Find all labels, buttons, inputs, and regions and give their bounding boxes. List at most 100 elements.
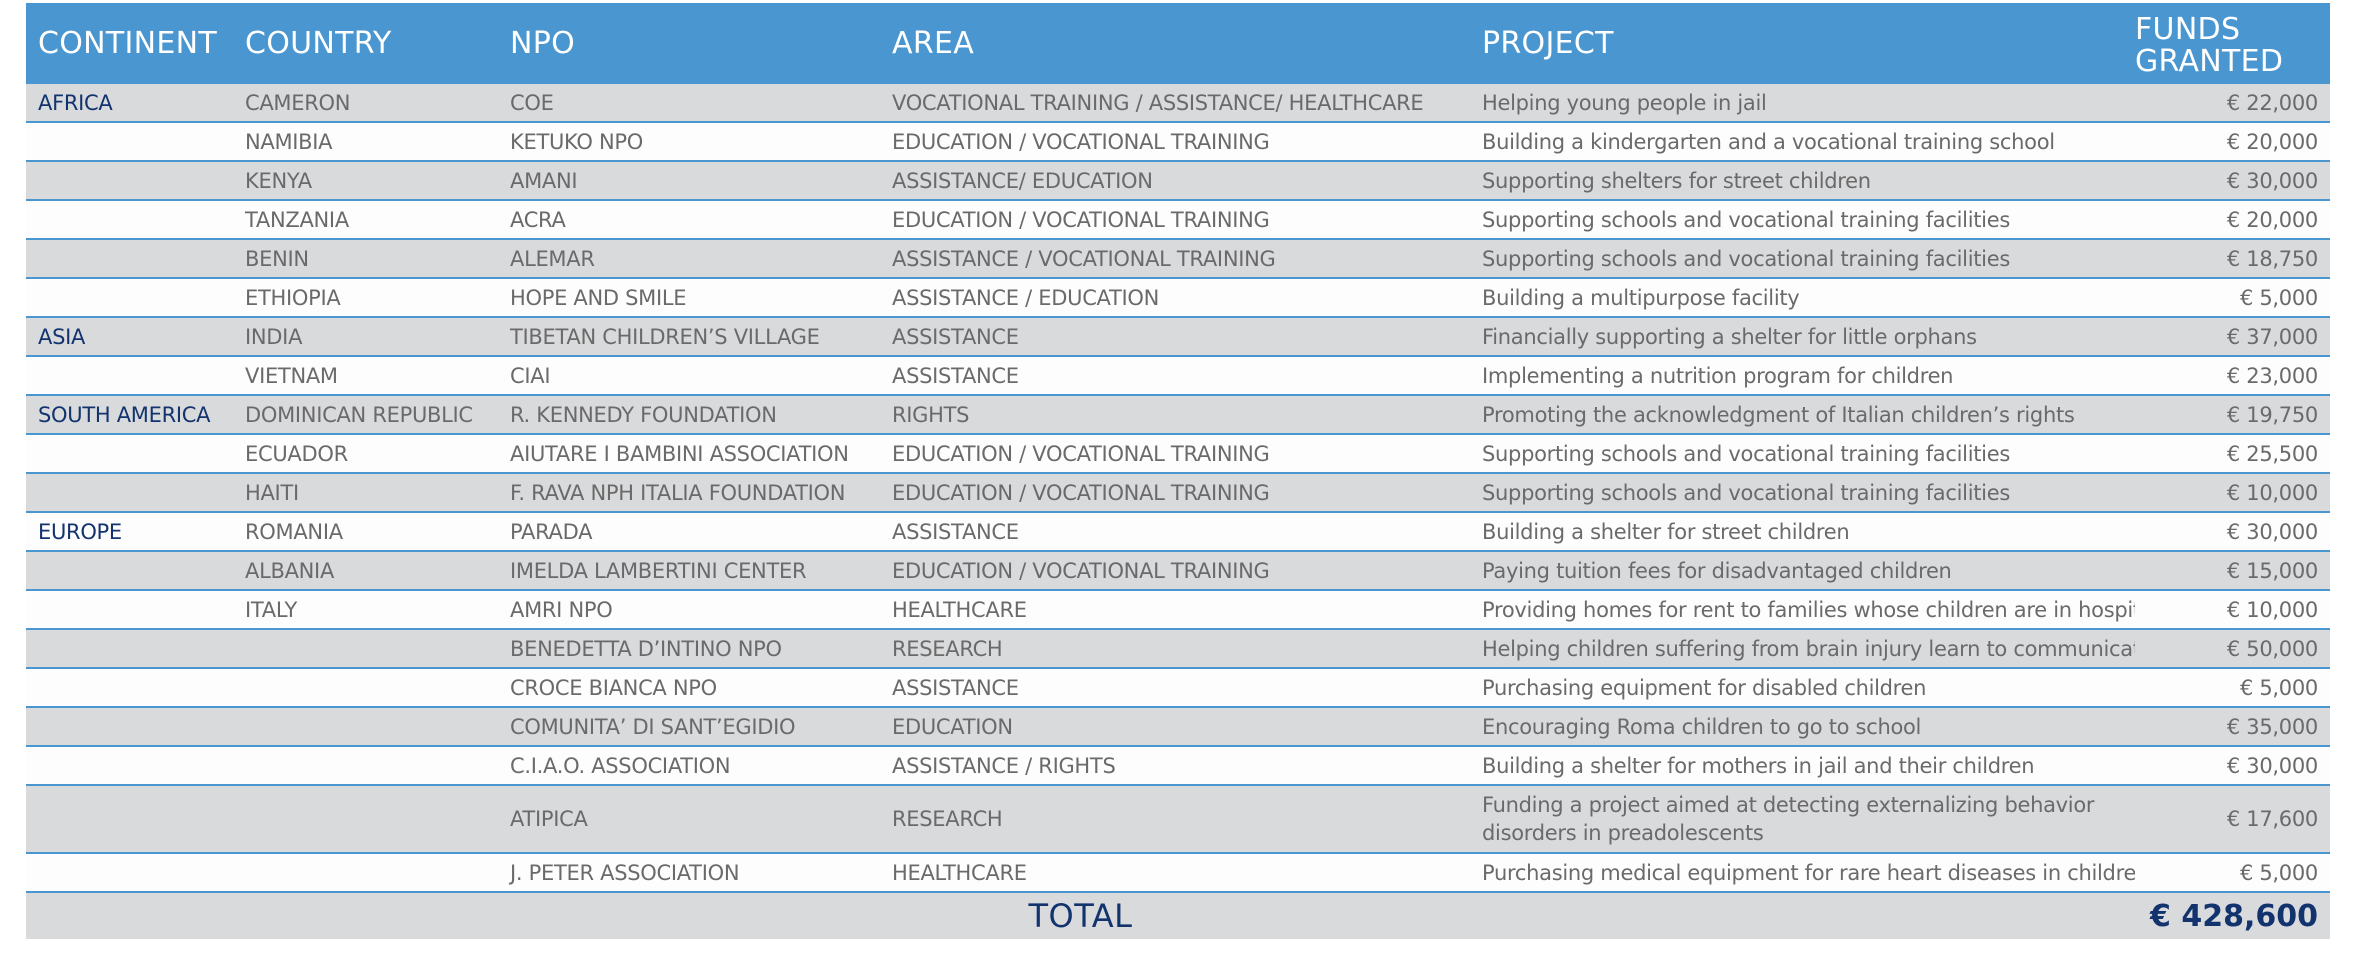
table-row: TANZANIA ACRA EDUCATION / VOCATIONAL TRAIN…: [26, 200, 2330, 240]
table-row: EUROPE ROMANIA PARADA ASSISTANCE Building a …: [26, 512, 2330, 552]
header-funds-granted: FUNDS GRANTED: [2135, 3, 2330, 84]
cell-continent: EUROPE: [26, 512, 233, 552]
cell-country: [233, 785, 498, 854]
cell-continent: [26, 122, 233, 162]
table-row: ITALY AMRI NPO HEALTHCARE Providing homes f…: [26, 590, 2330, 630]
total-label: TOTAL: [26, 892, 2135, 939]
cell-funds: € 30,000: [2135, 512, 2330, 552]
table-row: BENEDETTA D’INTINO NPO RESEARCH Helping ch…: [26, 629, 2330, 669]
cell-area: EDUCATION: [880, 707, 1470, 747]
cell-funds: € 22,000: [2135, 84, 2330, 123]
cell-funds: € 5,000: [2135, 853, 2330, 893]
header-funds-line2: GRANTED: [2135, 43, 2284, 79]
cell-project: Implementing a nutrition program for chi…: [1470, 356, 2135, 396]
cell-funds: € 5,000: [2135, 668, 2330, 708]
table-row: NAMIBIA KETUKO NPO EDUCATION / VOCATIONAL …: [26, 122, 2330, 162]
cell-project: Helping children suffering from brain in…: [1470, 629, 2135, 669]
cell-continent: [26, 668, 233, 708]
cell-funds: € 5,000: [2135, 278, 2330, 318]
cell-country: [233, 707, 498, 747]
cell-npo: KETUKO NPO: [498, 122, 880, 162]
cell-npo: PARADA: [498, 512, 880, 552]
cell-area: ASSISTANCE: [880, 356, 1470, 396]
cell-npo: CIAI: [498, 356, 880, 396]
cell-project: Supporting schools and vocational traini…: [1470, 434, 2135, 474]
cell-area: RESEARCH: [880, 629, 1470, 669]
cell-country: TANZANIA: [233, 200, 498, 240]
cell-country: ETHIOPIA: [233, 278, 498, 318]
cell-project: Building a kindergarten and a vocational…: [1470, 122, 2135, 162]
cell-area: RESEARCH: [880, 785, 1470, 854]
cell-area: VOCATIONAL TRAINING / ASSISTANCE/ HEALTH…: [880, 84, 1470, 123]
cell-area: EDUCATION / VOCATIONAL TRAINING: [880, 551, 1470, 591]
cell-country: [233, 853, 498, 893]
table-row: J. PETER ASSOCIATION HEALTHCARE Purchasing…: [26, 853, 2330, 893]
cell-area: EDUCATION / VOCATIONAL TRAINING: [880, 122, 1470, 162]
cell-area: HEALTHCARE: [880, 590, 1470, 630]
cell-area: ASSISTANCE/ EDUCATION: [880, 161, 1470, 201]
cell-project: Supporting schools and vocational traini…: [1470, 239, 2135, 279]
table-row: SOUTH AMERICA DOMINICAN REPUBLIC R. KENNED…: [26, 395, 2330, 435]
cell-funds: € 25,500: [2135, 434, 2330, 474]
cell-npo: AMRI NPO: [498, 590, 880, 630]
cell-funds: € 20,000: [2135, 122, 2330, 162]
cell-country: HAITI: [233, 473, 498, 513]
total-row: TOTAL € 428,600: [26, 892, 2330, 939]
cell-npo: TIBETAN CHILDREN’S VILLAGE: [498, 317, 880, 357]
cell-continent: [26, 746, 233, 786]
cell-area: ASSISTANCE / VOCATIONAL TRAINING: [880, 239, 1470, 279]
cell-npo: HOPE AND SMILE: [498, 278, 880, 318]
cell-npo: R. KENNEDY FOUNDATION: [498, 395, 880, 435]
cell-funds: € 19,750: [2135, 395, 2330, 435]
table-row: ETHIOPIA HOPE AND SMILE ASSISTANCE / EDUCA…: [26, 278, 2330, 318]
cell-funds: € 10,000: [2135, 590, 2330, 630]
cell-npo: BENEDETTA D’INTINO NPO: [498, 629, 880, 669]
cell-npo: CROCE BIANCA NPO: [498, 668, 880, 708]
cell-funds: € 20,000: [2135, 200, 2330, 240]
cell-area: ASSISTANCE: [880, 317, 1470, 357]
cell-country: BENIN: [233, 239, 498, 279]
funds-table: CONTINENT COUNTRY NPO AREA PROJECT FUNDS…: [26, 3, 2330, 939]
table-row: ATIPICA RESEARCH Funding a project aimed a…: [26, 785, 2330, 854]
cell-funds: € 30,000: [2135, 746, 2330, 786]
cell-continent: ASIA: [26, 317, 233, 357]
table-row: ECUADOR AIUTARE I BAMBINI ASSOCIATION EDUC…: [26, 434, 2330, 474]
cell-project: Building a shelter for street children: [1470, 512, 2135, 552]
cell-country: CAMERON: [233, 84, 498, 123]
cell-country: ALBANIA: [233, 551, 498, 591]
cell-project: Funding a project aimed at detecting ext…: [1470, 785, 2135, 854]
table-row: CROCE BIANCA NPO ASSISTANCE Purchasing equ…: [26, 668, 2330, 708]
cell-continent: [26, 434, 233, 474]
table-row: C.I.A.O. ASSOCIATION ASSISTANCE / RIGHTS B…: [26, 746, 2330, 786]
table-row: VIETNAM CIAI ASSISTANCE Implementing a nutr…: [26, 356, 2330, 396]
cell-country: [233, 668, 498, 708]
cell-continent: [26, 200, 233, 240]
table-row: BENIN ALEMAR ASSISTANCE / VOCATIONAL TRAIN…: [26, 239, 2330, 279]
cell-npo: COE: [498, 84, 880, 123]
cell-country: INDIA: [233, 317, 498, 357]
cell-project: Purchasing medical equipment for rare he…: [1470, 853, 2135, 893]
table-row: AFRICA CAMERON COE VOCATIONAL TRAINING / AS…: [26, 84, 2330, 123]
funds-table-container: CONTINENT COUNTRY NPO AREA PROJECT FUNDS…: [26, 3, 2330, 939]
cell-project: Providing homes for rent to families who…: [1470, 590, 2135, 630]
table-row: ASIA INDIA TIBETAN CHILDREN’S VILLAGE ASSIS…: [26, 317, 2330, 357]
cell-country: ECUADOR: [233, 434, 498, 474]
table-row: COMUNITA’ DI SANT’EGIDIO EDUCATION Encoura…: [26, 707, 2330, 747]
cell-npo: IMELDA LAMBERTINI CENTER: [498, 551, 880, 591]
cell-funds: € 50,000: [2135, 629, 2330, 669]
cell-project: Building a multipurpose facility: [1470, 278, 2135, 318]
table-footer: TOTAL € 428,600: [26, 892, 2330, 939]
cell-continent: [26, 853, 233, 893]
header-npo: NPO: [498, 3, 880, 84]
cell-country: [233, 629, 498, 669]
cell-npo: AMANI: [498, 161, 880, 201]
table-body: AFRICA CAMERON COE VOCATIONAL TRAINING / AS…: [26, 84, 2330, 893]
cell-area: ASSISTANCE / RIGHTS: [880, 746, 1470, 786]
cell-country: DOMINICAN REPUBLIC: [233, 395, 498, 435]
cell-npo: COMUNITA’ DI SANT’EGIDIO: [498, 707, 880, 747]
cell-area: HEALTHCARE: [880, 853, 1470, 893]
cell-funds: € 15,000: [2135, 551, 2330, 591]
cell-npo: F. RAVA NPH ITALIA FOUNDATION: [498, 473, 880, 513]
cell-continent: AFRICA: [26, 84, 233, 123]
cell-continent: [26, 356, 233, 396]
